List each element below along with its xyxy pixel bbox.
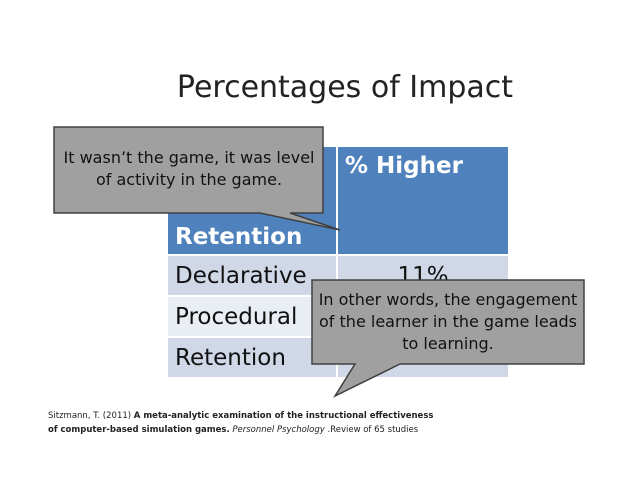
callout-text: In other words, the engagement of the le… xyxy=(318,290,578,353)
citation-journal: Personnel Psychology xyxy=(232,425,325,435)
citation-title: A meta-analytic examination of the instr… xyxy=(133,411,434,421)
citation: Sitzmann, T. (2011) A meta-analytic exam… xyxy=(48,409,433,437)
citation-note: .Review of 65 studies xyxy=(327,425,419,435)
citation-title: of computer-based simulation games. xyxy=(48,425,230,435)
slide-title: Percentages of Impact xyxy=(176,70,514,105)
header-cell: % Higher xyxy=(338,147,508,254)
row-label: Procedural xyxy=(168,297,336,336)
callout-shape xyxy=(311,279,585,398)
callout-shape xyxy=(53,126,341,231)
callout-text: It wasn’t the game, it was level of acti… xyxy=(63,148,315,189)
row-label: Declarative xyxy=(168,256,336,295)
row-label: Retention xyxy=(168,338,336,377)
citation-author: Sitzmann, T. (2011) xyxy=(48,411,132,421)
